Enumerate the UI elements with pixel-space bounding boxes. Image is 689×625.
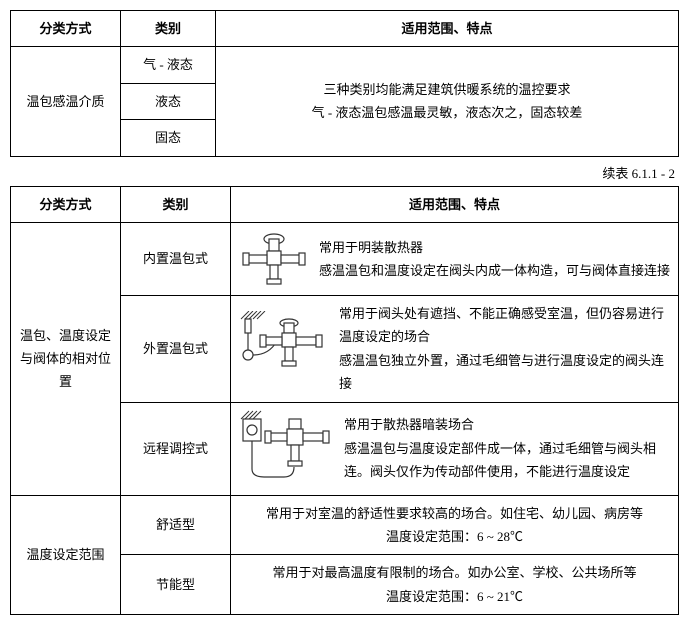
desc-comfort: 常用于对室温的舒适性要求较高的场合。如住宅、幼儿园、病房等 温度设定范围：6 ~… [231, 495, 679, 555]
header-classification: 分类方式 [11, 11, 121, 47]
desc-line: 感温温包独立外置，通过毛细管与进行温度设定的阀头连接 [339, 349, 670, 396]
table-row: 温包感温介质 气 - 液态 三种类别均能满足建筑供暖系统的温控要求 气 - 液态… [11, 47, 679, 83]
row-label-medium: 温包感温介质 [11, 47, 121, 156]
desc-external-bulb: 常用于阀头处有遮挡、不能正确感受室温，但仍容易进行温度设定的场合 感温温包独立外… [231, 295, 679, 402]
header-category: 类别 [121, 186, 231, 222]
desc-line: 三种类别均能满足建筑供暖系统的温控要求 [220, 78, 674, 101]
header-scope: 适用范围、特点 [216, 11, 679, 47]
cat-external-bulb: 外置温包式 [121, 295, 231, 402]
desc-internal-bulb: 常用于明装散热器 感温温包和温度设定在阀头内成一体构造，可与阀体直接连接 [231, 222, 679, 295]
header-scope: 适用范围、特点 [231, 186, 679, 222]
desc-line: 感温温包与温度设定部件成一体，通过毛细管与阀头相连。阀头仅作为传动部件使用，不能… [344, 437, 670, 484]
cat-solid: 固态 [121, 120, 216, 156]
desc-line: 气 - 液态温包感温最灵敏，液态次之，固态较差 [220, 101, 674, 124]
cat-remote-control: 远程调控式 [121, 402, 231, 495]
cat-liquid: 液态 [121, 83, 216, 119]
desc-line: 常用于对室温的舒适性要求较高的场合。如住宅、幼儿园、病房等 [235, 502, 674, 525]
table-row: 分类方式 类别 适用范围、特点 [11, 186, 679, 222]
cat-comfort: 舒适型 [121, 495, 231, 555]
valve-remote-icon [239, 409, 334, 489]
desc-energy-saving: 常用于对最高温度有限制的场合。如办公室、学校、公共场所等 温度设定范围：6 ~ … [231, 555, 679, 615]
table-row: 温包、温度设定与阀体的相对位置 内置温包式 [11, 222, 679, 295]
desc-line: 常用于阀头处有遮挡、不能正确感受室温，但仍容易进行温度设定的场合 [339, 302, 670, 349]
cat-gas-liquid: 气 - 液态 [121, 47, 216, 83]
desc-line: 常用于散热器暗装场合 [344, 413, 670, 436]
table-row: 分类方式 类别 适用范围、特点 [11, 11, 679, 47]
desc-line: 常用于明装散热器 [319, 236, 670, 259]
row-label-position: 温包、温度设定与阀体的相对位置 [11, 222, 121, 495]
header-classification: 分类方式 [11, 186, 121, 222]
row-label-range: 温度设定范围 [11, 495, 121, 615]
valve-internal-icon [239, 229, 309, 289]
table-row: 温度设定范围 舒适型 常用于对室温的舒适性要求较高的场合。如住宅、幼儿园、病房等… [11, 495, 679, 555]
valve-external-icon [239, 311, 329, 386]
desc-line: 感温温包和温度设定在阀头内成一体构造，可与阀体直接连接 [319, 259, 670, 282]
header-category: 类别 [121, 11, 216, 47]
continuation-label: 续表 6.1.1 - 2 [10, 163, 675, 182]
desc-medium: 三种类别均能满足建筑供暖系统的温控要求 气 - 液态温包感温最灵敏，液态次之，固… [216, 47, 679, 156]
table-sensor-medium: 分类方式 类别 适用范围、特点 温包感温介质 气 - 液态 三种类别均能满足建筑… [10, 10, 679, 157]
cat-energy-saving: 节能型 [121, 555, 231, 615]
table-valve-types: 分类方式 类别 适用范围、特点 温包、温度设定与阀体的相对位置 内置温包式 [10, 186, 679, 616]
cat-internal-bulb: 内置温包式 [121, 222, 231, 295]
desc-line: 温度设定范围：6 ~ 28℃ [235, 525, 674, 548]
desc-remote-control: 常用于散热器暗装场合 感温温包与温度设定部件成一体，通过毛细管与阀头相连。阀头仅… [231, 402, 679, 495]
desc-line: 温度设定范围：6 ~ 21℃ [235, 585, 674, 608]
